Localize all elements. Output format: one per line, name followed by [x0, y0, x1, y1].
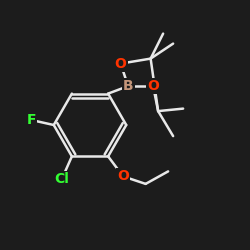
Text: O: O — [115, 56, 126, 70]
Text: O: O — [117, 170, 129, 183]
Text: B: B — [123, 79, 134, 93]
Text: F: F — [26, 113, 36, 127]
Text: Cl: Cl — [54, 172, 69, 186]
Text: O: O — [147, 79, 159, 93]
